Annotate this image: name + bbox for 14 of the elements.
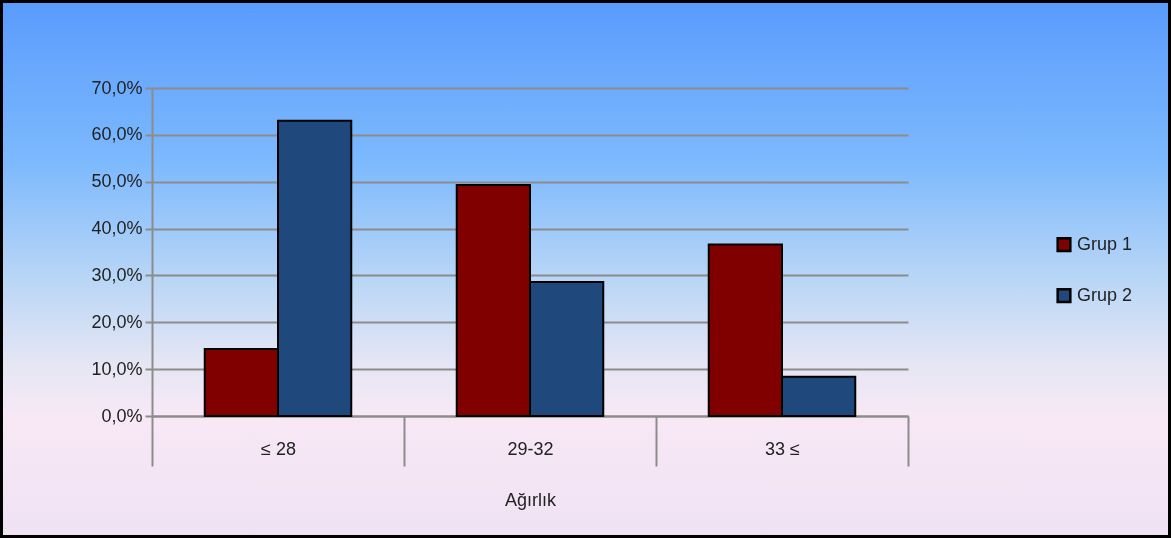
y-tick-label: 70,0% <box>91 77 143 98</box>
x-axis-title: Ağırlık <box>504 489 557 510</box>
y-tick-label: 60,0% <box>91 124 143 145</box>
legend-label: Grup 1 <box>1077 233 1133 254</box>
y-tick-label: 40,0% <box>91 218 143 239</box>
x-tick-label: 33 ≤ <box>765 438 801 459</box>
y-tick-label: 50,0% <box>91 171 143 192</box>
y-tick-label: 30,0% <box>91 264 143 285</box>
x-tick-label: 29-32 <box>507 438 554 459</box>
y-tick-label: 10,0% <box>91 358 143 379</box>
legend-label: Grup 2 <box>1077 284 1133 305</box>
x-tick-label: ≤ 28 <box>261 438 296 459</box>
y-tick-label: 20,0% <box>91 311 143 332</box>
y-tick-label: 0,0% <box>101 405 143 426</box>
